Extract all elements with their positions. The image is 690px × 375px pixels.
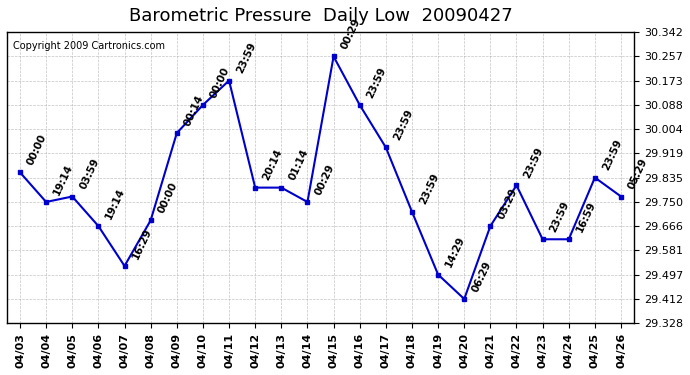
Text: 03:59: 03:59 (78, 157, 101, 191)
Text: 19:14: 19:14 (104, 186, 127, 220)
Text: 00:29: 00:29 (313, 162, 336, 196)
Text: 23:59: 23:59 (235, 41, 257, 75)
Text: 00:00: 00:00 (26, 133, 48, 167)
Text: 23:59: 23:59 (600, 138, 624, 172)
Text: 00:29: 00:29 (339, 17, 362, 51)
Text: 01:14: 01:14 (287, 148, 310, 182)
Text: 00:14: 00:14 (182, 93, 206, 128)
Text: 16:29: 16:29 (130, 226, 153, 260)
Text: 23:59: 23:59 (365, 65, 388, 99)
Text: 14:29: 14:29 (444, 235, 466, 269)
Text: 19:14: 19:14 (52, 162, 75, 196)
Text: 23:59: 23:59 (548, 200, 571, 234)
Text: 23:59: 23:59 (522, 146, 545, 180)
Text: Copyright 2009 Cartronics.com: Copyright 2009 Cartronics.com (13, 41, 165, 51)
Text: 23:59: 23:59 (391, 108, 415, 142)
Text: 23:59: 23:59 (417, 172, 440, 206)
Text: 20:14: 20:14 (261, 148, 284, 182)
Text: 05:29: 05:29 (627, 157, 649, 191)
Title: Barometric Pressure  Daily Low  20090427: Barometric Pressure Daily Low 20090427 (128, 7, 513, 25)
Text: 06:29: 06:29 (470, 259, 493, 293)
Text: 03:29: 03:29 (496, 186, 519, 220)
Text: 16:59: 16:59 (574, 200, 598, 234)
Text: 00:00: 00:00 (156, 180, 179, 215)
Text: 00:00: 00:00 (208, 65, 232, 99)
